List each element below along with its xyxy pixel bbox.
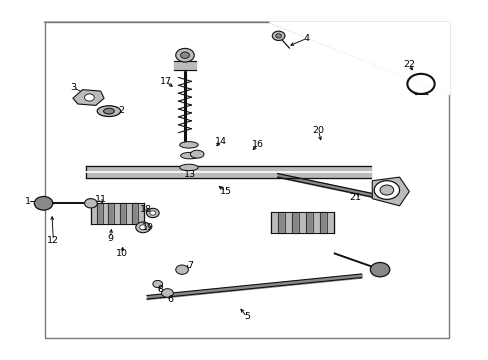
Ellipse shape: [190, 150, 203, 158]
Circle shape: [275, 34, 281, 38]
Text: 18: 18: [140, 205, 152, 214]
Text: 20: 20: [312, 126, 324, 135]
Ellipse shape: [179, 164, 198, 171]
Circle shape: [140, 225, 146, 230]
Circle shape: [175, 48, 194, 62]
Bar: [44, 22, 448, 338]
Circle shape: [136, 222, 150, 233]
Circle shape: [161, 289, 173, 297]
Text: 17: 17: [159, 77, 171, 86]
Text: 8: 8: [157, 285, 163, 294]
Text: 13: 13: [183, 170, 196, 179]
Text: 4: 4: [304, 34, 309, 43]
Ellipse shape: [180, 152, 199, 159]
Text: 19: 19: [142, 223, 154, 232]
Text: 9: 9: [107, 234, 113, 243]
Polygon shape: [268, 22, 448, 94]
Circle shape: [146, 208, 159, 218]
Text: 22: 22: [403, 60, 414, 69]
Text: 16: 16: [252, 140, 264, 149]
Circle shape: [34, 197, 53, 210]
Text: 15: 15: [220, 187, 231, 196]
Circle shape: [84, 199, 97, 208]
Text: 7: 7: [186, 261, 192, 270]
Ellipse shape: [97, 106, 121, 117]
Ellipse shape: [103, 108, 114, 114]
Polygon shape: [371, 177, 408, 206]
Circle shape: [153, 280, 162, 288]
Circle shape: [84, 94, 94, 101]
Text: 12: 12: [47, 236, 59, 245]
Text: 10: 10: [115, 249, 127, 258]
Circle shape: [180, 52, 189, 58]
Text: 11: 11: [95, 195, 106, 204]
Text: 21: 21: [349, 193, 361, 202]
Circle shape: [369, 262, 389, 277]
Circle shape: [175, 265, 188, 274]
Polygon shape: [73, 90, 104, 105]
Text: 6: 6: [167, 294, 173, 303]
Text: 1: 1: [24, 197, 30, 206]
Text: 3: 3: [70, 83, 76, 92]
Ellipse shape: [179, 141, 198, 148]
Circle shape: [373, 181, 399, 199]
Circle shape: [379, 185, 393, 195]
Circle shape: [272, 31, 285, 41]
Text: 5: 5: [244, 312, 249, 321]
Text: 14: 14: [215, 137, 226, 146]
Text: 2: 2: [119, 105, 124, 114]
Circle shape: [150, 211, 156, 215]
